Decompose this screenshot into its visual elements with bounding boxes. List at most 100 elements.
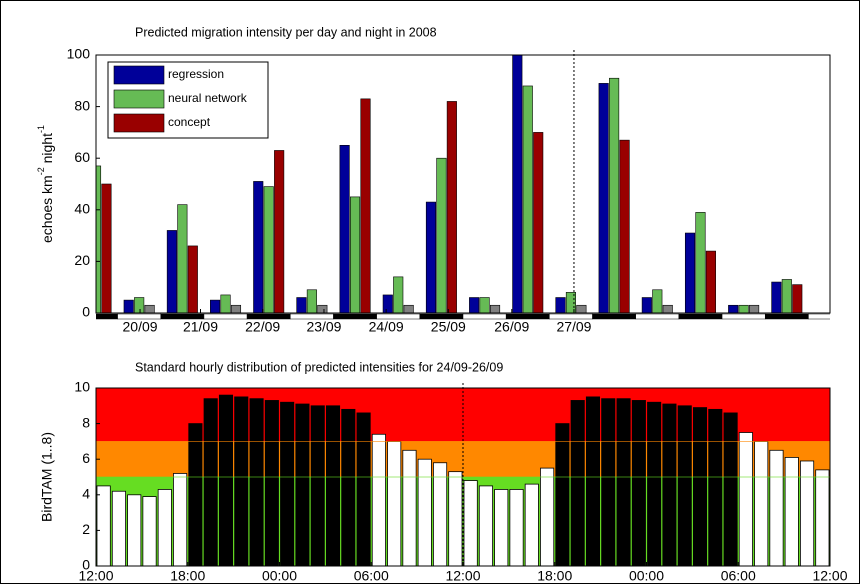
bar — [230, 304, 242, 314]
bar — [609, 77, 620, 314]
bar — [382, 294, 393, 314]
y-tick-label: 20 — [74, 252, 90, 268]
y-label-superscript: -2 — [36, 167, 46, 175]
bar — [177, 204, 188, 314]
bar — [512, 54, 523, 314]
bar — [157, 489, 172, 567]
legend-label: regression — [168, 67, 224, 81]
bar — [387, 440, 402, 567]
bar — [601, 398, 616, 567]
bar — [210, 299, 221, 314]
bar — [769, 449, 784, 567]
bar — [295, 403, 310, 567]
x-tick-label: 18:00 — [170, 568, 205, 584]
bar — [524, 483, 539, 567]
bar — [166, 230, 177, 314]
bar — [749, 304, 760, 314]
bar — [96, 165, 102, 314]
legend-swatch — [113, 113, 165, 133]
bar — [533, 132, 544, 314]
day-night-strip — [808, 313, 830, 320]
bar — [220, 294, 231, 314]
x-tick-label: 06:00 — [354, 568, 389, 584]
bar — [356, 412, 371, 567]
y-tick-label: 40 — [74, 201, 90, 217]
bar — [403, 304, 414, 314]
bar — [249, 398, 264, 567]
bar — [188, 423, 203, 567]
bar — [738, 304, 749, 314]
bar — [448, 471, 463, 567]
day-night-strip — [764, 313, 809, 320]
axes-box — [95, 54, 831, 314]
y-tick-label: 0 — [82, 557, 90, 573]
bar — [576, 304, 587, 314]
bar — [728, 304, 739, 314]
day-night-strip — [635, 313, 680, 320]
bar — [570, 400, 585, 567]
bar — [684, 232, 696, 314]
y-label-text: night — [39, 133, 55, 167]
x-tick-label: 25/09 — [431, 319, 466, 335]
x-tick-label: 26/09 — [494, 319, 529, 335]
bar — [425, 201, 437, 314]
bar — [708, 408, 723, 567]
bar — [662, 403, 677, 567]
bar — [433, 462, 448, 567]
bar — [393, 276, 404, 314]
day-night-strip — [592, 313, 636, 320]
bar — [203, 398, 218, 567]
bar — [469, 297, 480, 314]
bar — [280, 401, 295, 567]
y-tick-label: 2 — [82, 521, 90, 537]
x-tick-label: 24/09 — [369, 319, 404, 335]
bar — [555, 423, 570, 567]
bar — [652, 289, 663, 314]
bar — [402, 449, 417, 567]
bar — [723, 412, 738, 567]
x-tick-label: 00:00 — [262, 568, 297, 584]
bar — [253, 181, 264, 314]
legend-label: neural network — [168, 91, 248, 105]
day-night-strip — [721, 313, 766, 320]
bar — [781, 279, 792, 314]
bar — [123, 299, 134, 314]
bar — [306, 289, 317, 314]
bar — [274, 150, 285, 314]
day-night-strip — [678, 313, 723, 320]
bar — [417, 458, 432, 567]
bar — [540, 467, 555, 567]
bar — [478, 485, 493, 567]
bar — [371, 433, 386, 567]
x-tick-label: 00:00 — [629, 568, 664, 584]
x-tick-label: 23/09 — [306, 319, 341, 335]
bar — [360, 98, 371, 314]
legend-swatch — [113, 65, 165, 85]
bar — [127, 494, 142, 567]
bar — [705, 250, 716, 314]
x-tick-label: 12:00 — [445, 568, 480, 584]
bar — [218, 394, 234, 567]
bar — [317, 304, 328, 314]
bar — [436, 157, 447, 314]
bar — [101, 183, 112, 314]
bar — [234, 396, 249, 567]
bar — [647, 401, 662, 567]
y-axis-label: echoes km-2 night-1 — [36, 125, 54, 243]
plot-area — [96, 54, 830, 320]
bar — [771, 281, 782, 314]
bar — [264, 400, 279, 567]
bar — [815, 469, 830, 567]
legend-swatch — [113, 89, 165, 109]
bar — [310, 405, 325, 567]
bar — [619, 139, 630, 314]
bar — [463, 480, 478, 567]
top-panel: Predicted migration intensity per day an… — [36, 25, 831, 335]
bar — [489, 304, 501, 314]
x-tick-label: 12:00 — [812, 568, 847, 584]
legend-label: concept — [168, 115, 211, 129]
y-tick-label: 4 — [82, 486, 90, 502]
bar — [446, 101, 457, 314]
bottom-panel: Standard hourly distribution of predicte… — [39, 360, 848, 583]
